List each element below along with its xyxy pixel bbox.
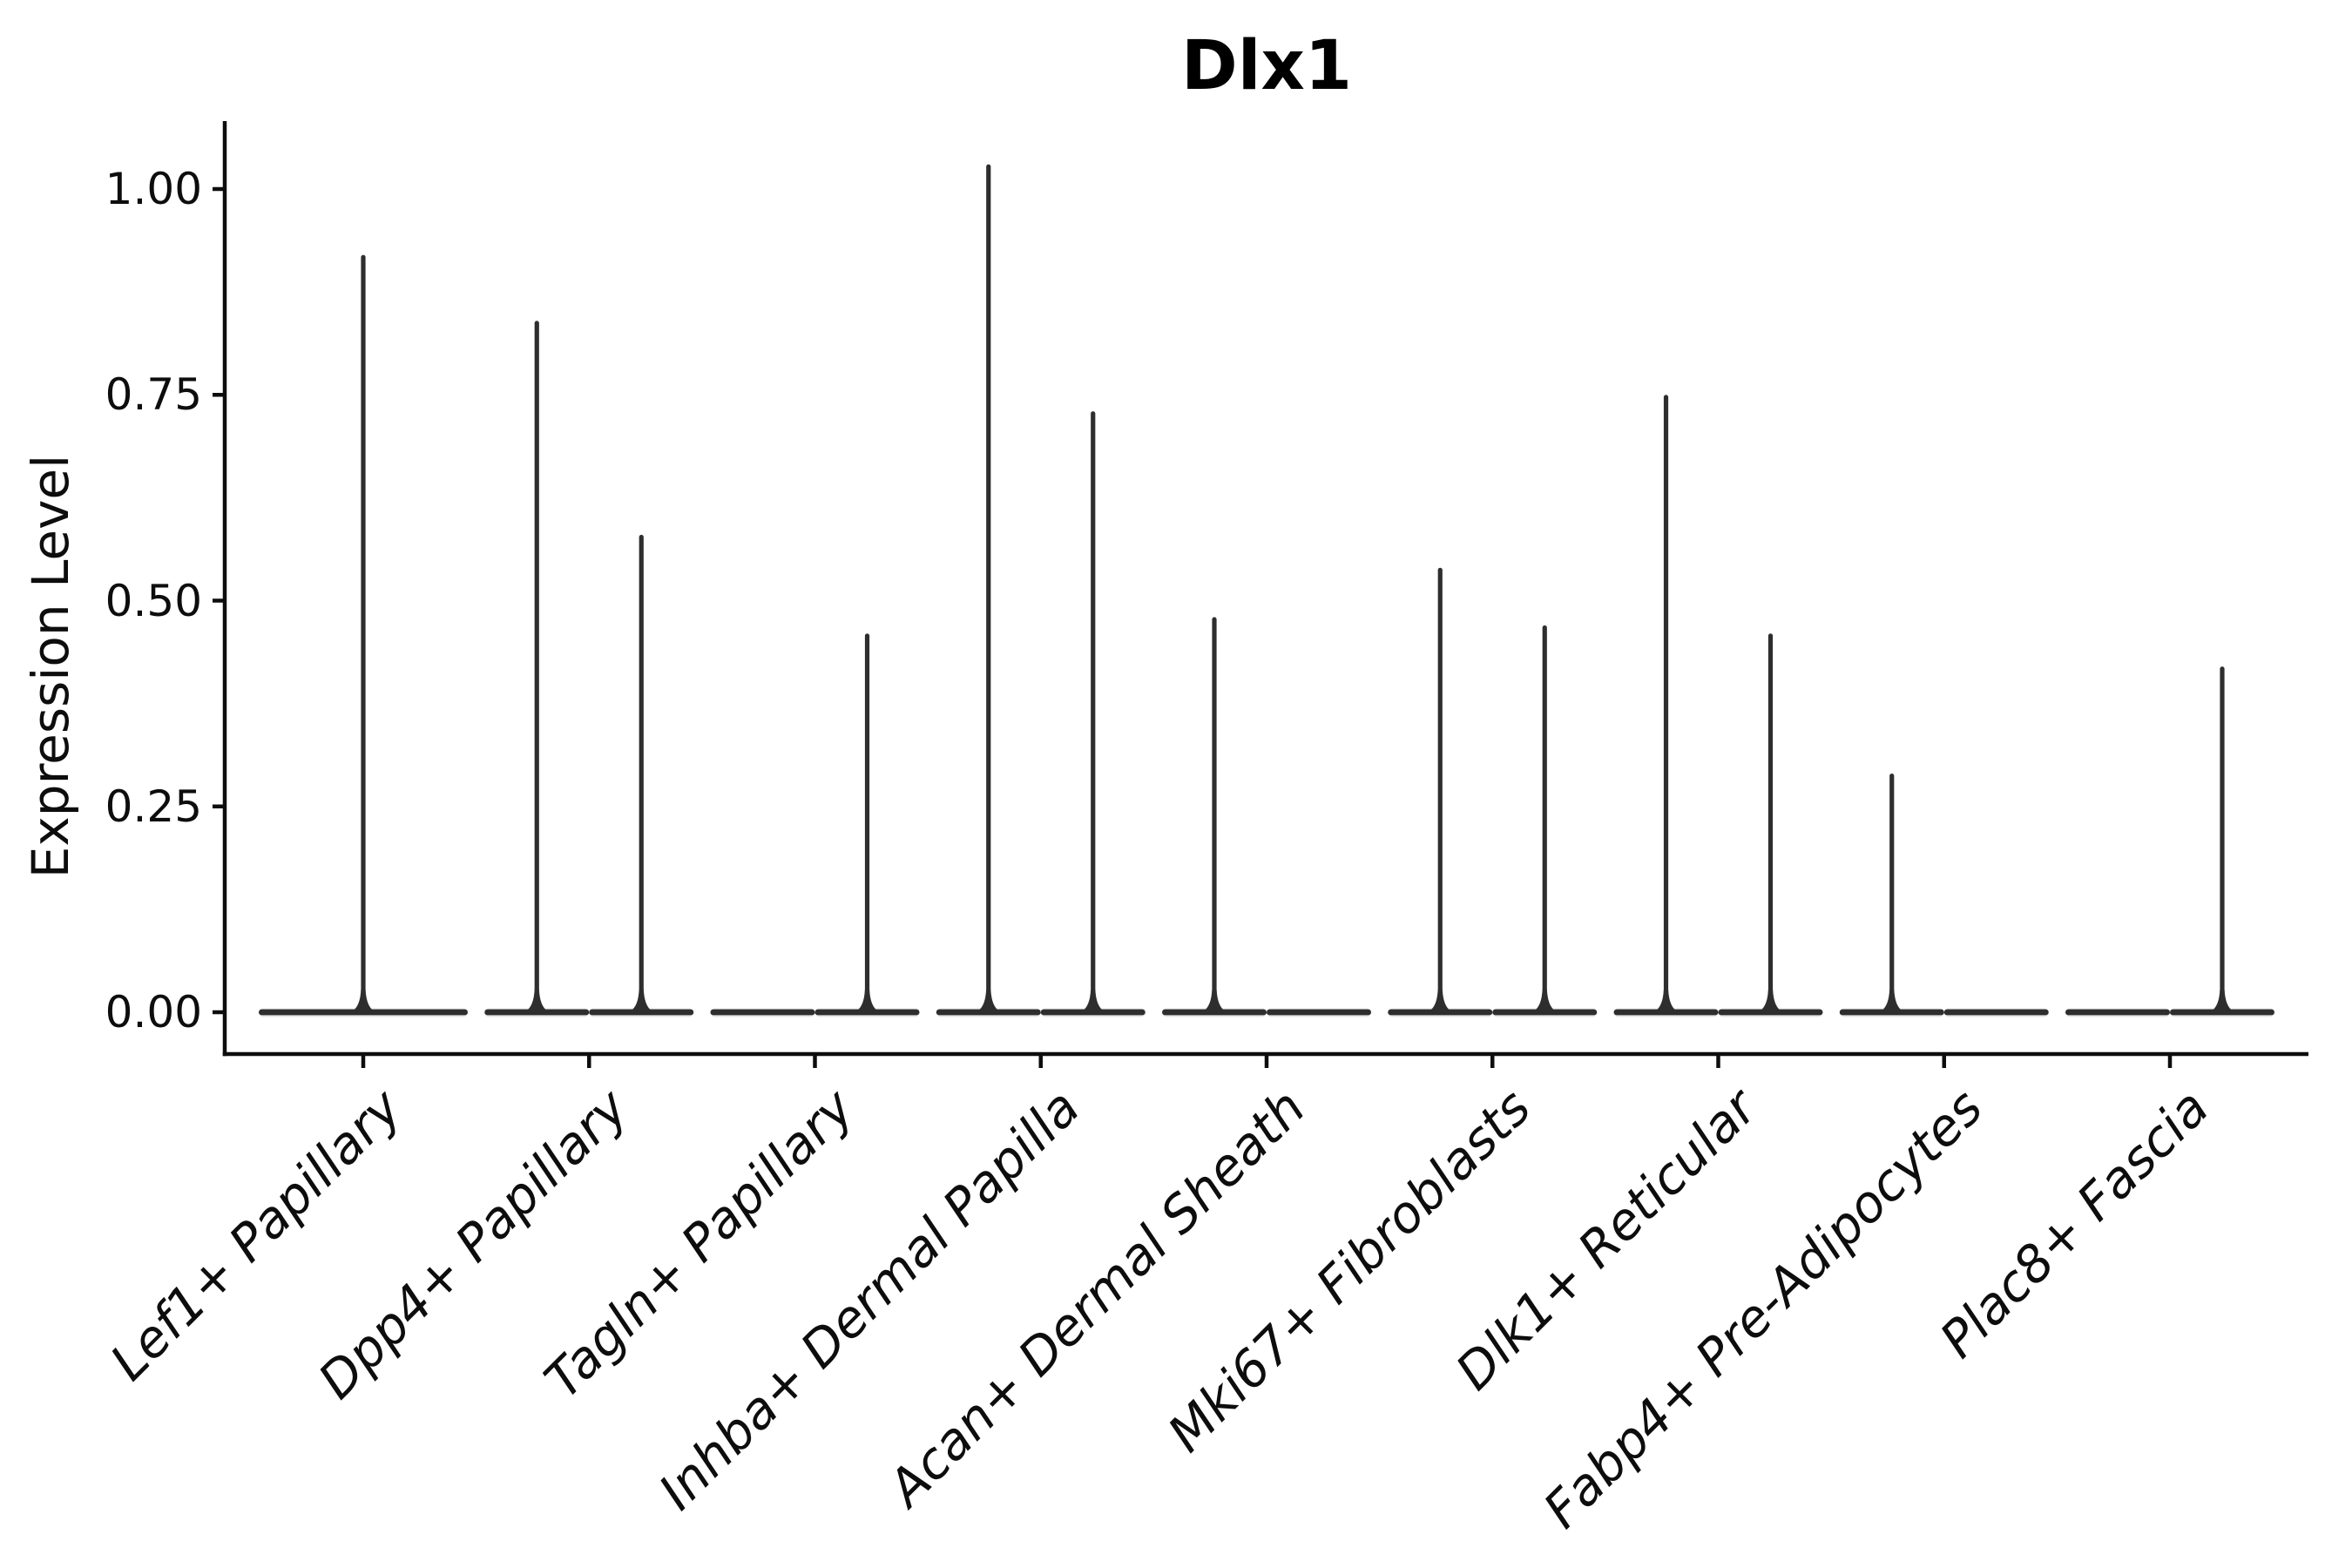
violin-baseline — [710, 1009, 815, 1016]
y-tick-label-text: 0.50 — [105, 575, 202, 626]
violin-needle-base — [855, 990, 879, 1012]
violin-needle-base — [1533, 990, 1557, 1012]
y-tick-label-text: 0.00 — [105, 987, 202, 1037]
y-tick-label-text: 1.00 — [105, 164, 202, 214]
violin-baseline — [1267, 1009, 1371, 1016]
violin-needle-base — [1081, 990, 1105, 1012]
violin-needle-base — [352, 990, 375, 1012]
violin-needle-base — [1880, 990, 1903, 1012]
violin-needle-base — [2211, 990, 2234, 1012]
violin-needle-base — [630, 990, 653, 1012]
violin-needle-base — [977, 990, 1000, 1012]
violin-needle-base — [525, 990, 549, 1012]
y-tick-label-text: 0.75 — [105, 369, 202, 421]
violin-needle-base — [1203, 990, 1226, 1012]
violin-baseline — [2065, 1009, 2170, 1016]
violin-needle-base — [1759, 990, 1782, 1012]
y-tick-label-text: 0.25 — [105, 781, 202, 832]
violin-baseline — [1943, 1009, 2049, 1016]
chart-title: Dlx1 — [1180, 27, 1353, 105]
violin-needle-base — [1654, 990, 1678, 1012]
violin-needle-base — [1429, 990, 1452, 1012]
